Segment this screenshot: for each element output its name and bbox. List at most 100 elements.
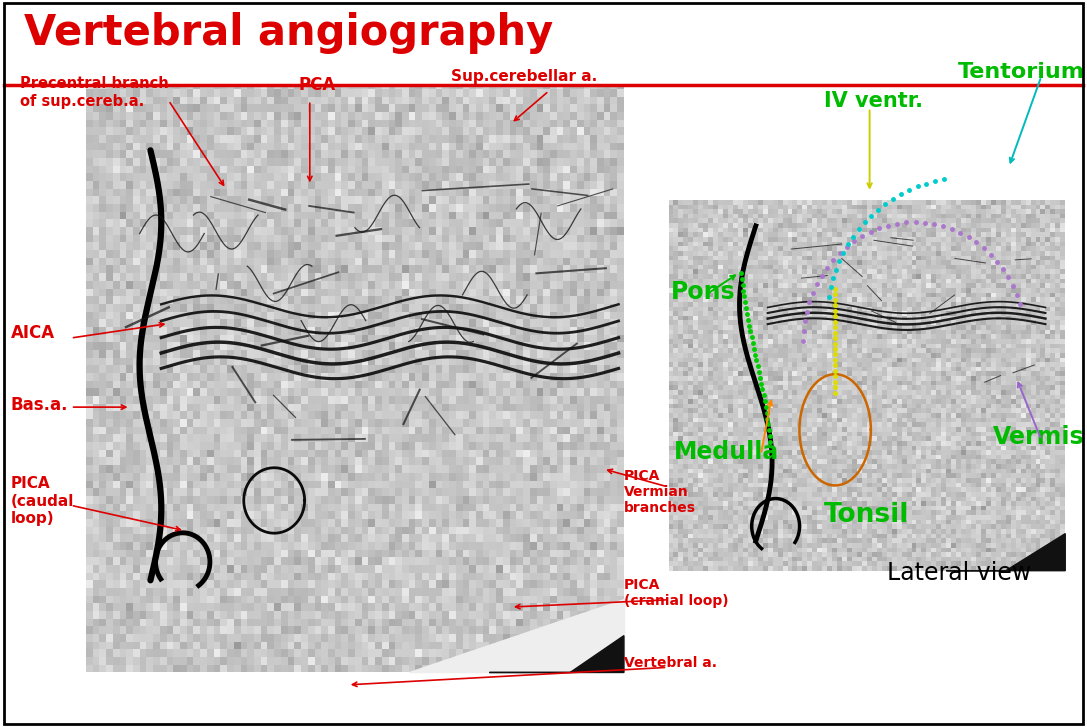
Bar (738, 469, 742, 473)
Bar (1001, 464, 1005, 469)
Bar (523, 526, 529, 534)
Bar (314, 250, 322, 258)
Bar (442, 135, 449, 142)
Bar (261, 565, 267, 573)
Bar (107, 565, 113, 573)
Bar (957, 255, 961, 260)
Bar (907, 520, 912, 524)
Bar (783, 233, 787, 237)
Bar (1040, 209, 1046, 214)
Bar (1025, 510, 1030, 515)
Bar (584, 273, 590, 281)
Bar (748, 520, 753, 524)
Bar (341, 396, 348, 403)
Bar (842, 339, 847, 344)
Bar (862, 413, 867, 418)
Bar (887, 543, 891, 547)
Bar (126, 588, 133, 595)
Bar (767, 233, 773, 237)
Bar (396, 265, 402, 273)
Bar (946, 339, 951, 344)
Bar (597, 619, 603, 627)
Bar (261, 365, 267, 373)
Bar (777, 381, 783, 385)
Bar (107, 396, 113, 403)
Bar (912, 418, 916, 422)
Bar (288, 235, 295, 243)
Bar (1025, 566, 1030, 571)
Bar (396, 150, 402, 158)
Bar (611, 181, 617, 189)
Bar (314, 573, 322, 580)
Bar (901, 436, 907, 441)
Bar (738, 506, 742, 510)
Bar (470, 334, 476, 342)
Bar (529, 657, 537, 664)
Bar (354, 642, 362, 649)
Bar (1011, 390, 1015, 395)
Bar (570, 396, 577, 403)
Bar (200, 611, 207, 619)
Bar (597, 603, 603, 611)
Bar (516, 334, 523, 342)
Bar (557, 265, 563, 273)
Bar (798, 409, 802, 413)
Bar (240, 565, 247, 573)
Bar (852, 483, 857, 487)
Bar (847, 529, 852, 534)
Bar (738, 483, 742, 487)
Bar (354, 73, 362, 81)
Bar (887, 432, 891, 436)
Bar (926, 497, 932, 501)
Bar (133, 611, 139, 619)
Bar (1021, 265, 1025, 270)
Bar (617, 657, 624, 664)
Bar (882, 446, 887, 450)
Bar (723, 255, 728, 260)
Bar (808, 422, 812, 427)
Bar (678, 348, 684, 353)
Bar (193, 289, 200, 296)
Bar (86, 558, 92, 565)
Bar (341, 496, 348, 504)
Bar (817, 436, 822, 441)
Bar (753, 339, 758, 344)
Bar (1036, 464, 1040, 469)
Bar (221, 649, 227, 657)
Bar (862, 316, 867, 321)
Bar (113, 73, 120, 81)
Bar (961, 534, 966, 538)
Bar (483, 73, 489, 81)
Bar (510, 273, 516, 281)
Bar (570, 558, 577, 565)
Bar (763, 302, 767, 307)
Bar (986, 307, 991, 311)
Bar (783, 529, 787, 534)
Bar (516, 212, 523, 220)
Bar (837, 534, 842, 538)
Bar (719, 344, 723, 348)
Bar (322, 588, 328, 595)
Bar (842, 501, 847, 506)
Bar (354, 281, 362, 289)
Bar (980, 274, 986, 278)
Bar (733, 427, 738, 432)
Bar (388, 381, 396, 388)
Bar (187, 273, 193, 281)
Bar (713, 501, 719, 506)
Bar (396, 58, 402, 66)
Bar (570, 411, 577, 419)
Bar (328, 334, 335, 342)
Bar (783, 432, 787, 436)
Bar (713, 223, 719, 228)
Bar (529, 558, 537, 565)
Bar (354, 403, 362, 411)
Bar (808, 413, 812, 418)
Bar (957, 497, 961, 501)
Bar (787, 381, 792, 385)
Bar (476, 265, 483, 273)
Bar (748, 330, 753, 334)
Bar (812, 330, 817, 334)
Bar (1030, 553, 1036, 557)
Bar (597, 342, 603, 350)
